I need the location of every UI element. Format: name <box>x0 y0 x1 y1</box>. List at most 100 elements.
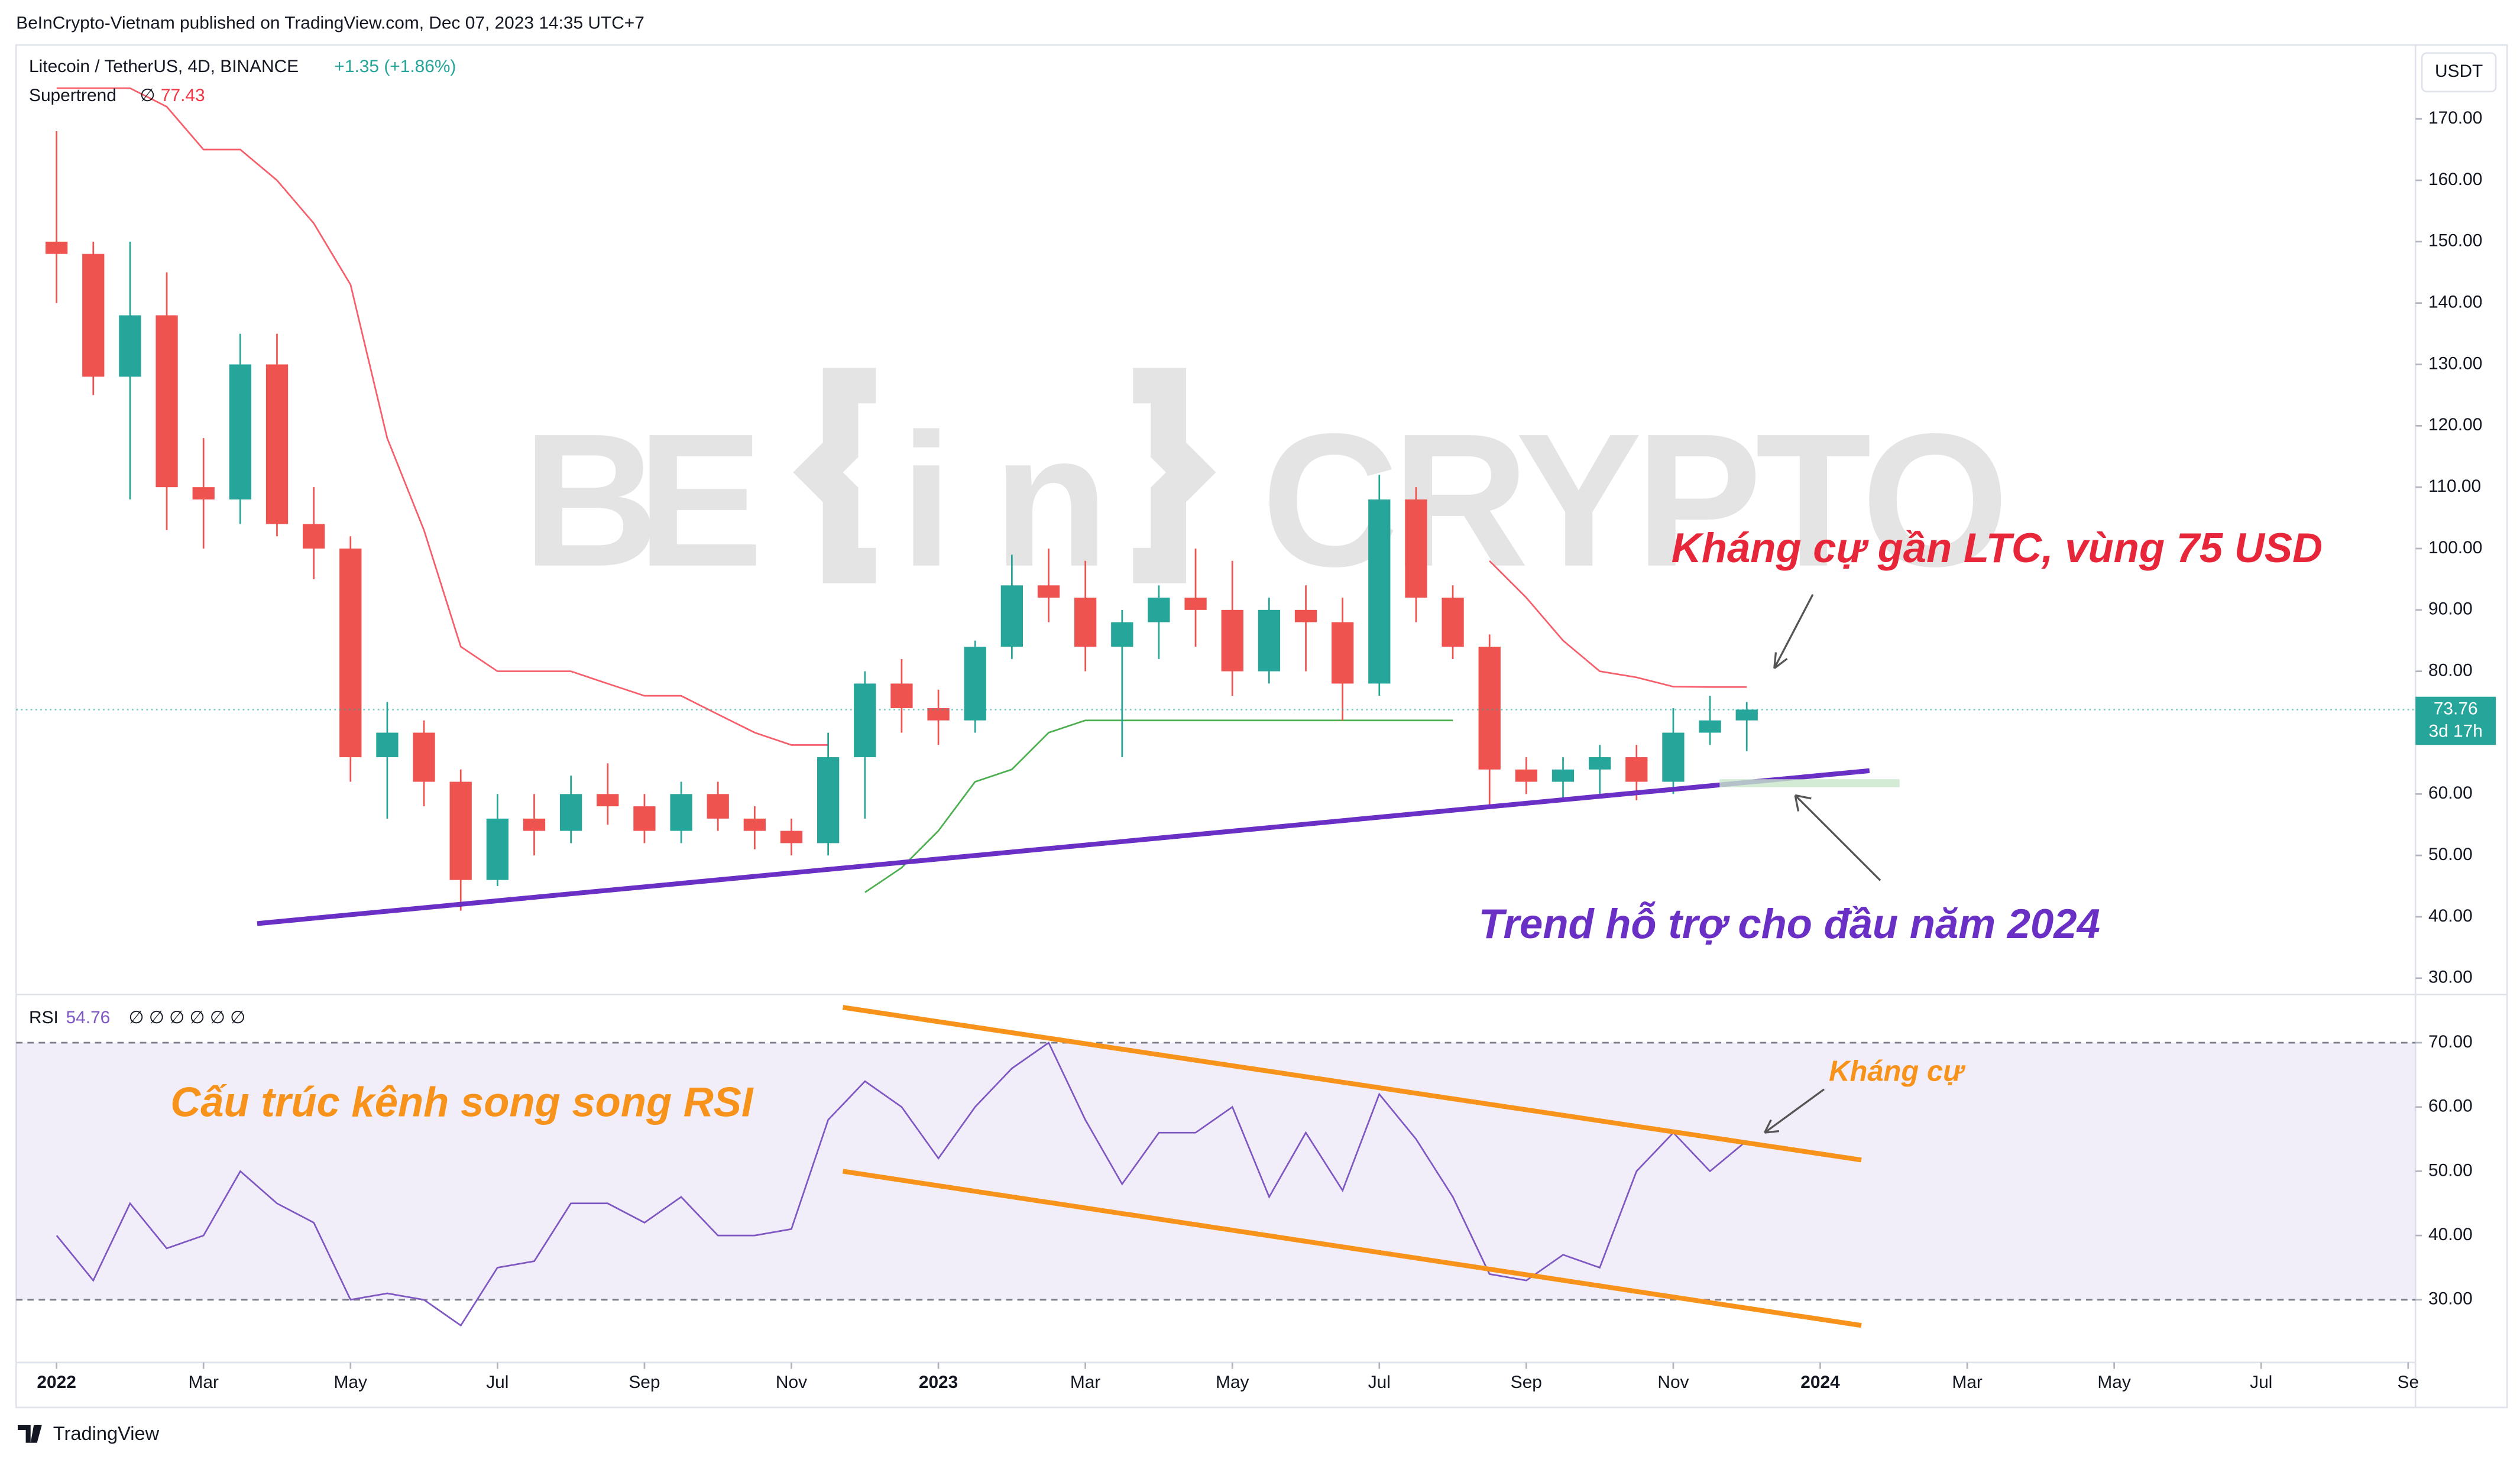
candle-body <box>670 794 692 831</box>
rsi-value: 54.76 <box>66 1008 111 1027</box>
y-tick-label: 50.00 <box>2428 1160 2473 1180</box>
candle-body <box>1735 709 1758 721</box>
y-tick-label: 60.00 <box>2428 1097 2473 1116</box>
candle-body <box>119 315 141 377</box>
plot-area: 30.00 40.00 50.00 60.00 70.00 80.00 90.00 100.0… <box>16 87 2496 1392</box>
candle-body <box>817 757 840 844</box>
x-tick-label: Mar <box>188 1373 219 1392</box>
y-tick-label: 90.00 <box>2428 599 2473 619</box>
support-zone <box>1719 779 1900 787</box>
x-tick-label: Mar <box>1952 1373 1983 1392</box>
x-tick-label: Sep <box>629 1373 660 1392</box>
annotation: Cấu trúc kênh song song RSI <box>170 1079 754 1125</box>
arrow <box>1763 1088 1825 1134</box>
support-trendline <box>257 768 1870 926</box>
currency-label[interactable]: USDT <box>2435 61 2483 81</box>
candle-body <box>1699 720 1721 733</box>
indicator-symbol: ∅ <box>140 86 156 105</box>
candle-body <box>743 818 766 831</box>
rsi-channel-lower <box>842 1169 1862 1328</box>
symbol-title: Litecoin / TetherUS, 4D, BINANCE <box>29 57 299 76</box>
candle-body <box>707 794 729 819</box>
y-tick-label: 110.00 <box>2428 476 2481 496</box>
y-tick-label: 120.00 <box>2428 415 2482 434</box>
candle-body <box>1625 757 1648 782</box>
arrow <box>1794 794 1881 881</box>
candle-body <box>1111 622 1133 647</box>
watermark-left: BE <box>522 394 763 606</box>
y-tick-label: 50.00 <box>2428 845 2473 864</box>
x-tick-label: 2022 <box>37 1373 76 1392</box>
price-change: +1.35 (+1.86%) <box>334 57 456 76</box>
y-tick-label: 30.00 <box>2428 1289 2473 1309</box>
x-tick-label: Se <box>2398 1373 2419 1392</box>
candle-body <box>1294 609 1317 622</box>
candle-body <box>1148 598 1170 622</box>
y-tick-label: 130.00 <box>2428 353 2482 373</box>
y-tick-label: 80.00 <box>2428 661 2473 680</box>
annotation: Kháng cự <box>1829 1056 1966 1088</box>
candle-body <box>1332 622 1354 684</box>
watermark: BE in CRYPTO <box>522 368 2009 606</box>
arrow <box>1773 593 1814 669</box>
countdown-label: 3d 17h <box>2428 721 2482 741</box>
x-tick-label: 2024 <box>1800 1373 1840 1392</box>
candle-body <box>1037 585 1060 598</box>
last-price-label: 73.76 <box>2434 699 2478 718</box>
y-tick-label: 40.00 <box>2428 1225 2473 1244</box>
x-tick-label: May <box>2097 1373 2131 1392</box>
candle-body <box>486 818 508 880</box>
y-tick-label: 60.00 <box>2428 783 2473 803</box>
candle-body <box>633 806 656 831</box>
candle-body <box>1442 598 1464 647</box>
candle-body <box>1405 499 1427 598</box>
x-tick-label: Nov <box>776 1373 807 1392</box>
x-tick-label: 2023 <box>919 1373 958 1392</box>
x-tick-label: Jul <box>2250 1373 2272 1392</box>
y-tick-label: 160.00 <box>2428 170 2482 189</box>
frame <box>15 44 2508 1409</box>
candle-body <box>1074 598 1097 647</box>
footer-brand: TradingView <box>53 1422 160 1444</box>
footer-logo <box>17 1425 42 1443</box>
y-tick-label: 40.00 <box>2428 906 2473 926</box>
annotation: Kháng cự gần LTC, vùng 75 USD <box>1672 524 2323 571</box>
candle-body <box>156 315 178 488</box>
indicator-name: Supertrend <box>29 86 116 105</box>
x-tick-label: Mar <box>1070 1373 1101 1392</box>
candle-body <box>1662 732 1685 782</box>
supertrend-down <box>56 87 1747 746</box>
x-tick-label: Jul <box>1368 1373 1391 1392</box>
candle-body <box>1184 598 1207 610</box>
rsi-name: RSI <box>29 1008 59 1027</box>
x-tick-label: Jul <box>486 1373 508 1392</box>
y-tick-label: 150.00 <box>2428 231 2482 251</box>
rsi-channel-upper <box>842 1005 1862 1163</box>
x-tick-label: May <box>334 1373 368 1392</box>
rsi-symbols: ∅ ∅ ∅ ∅ ∅ ∅ <box>129 1008 246 1027</box>
candle-body <box>229 364 251 499</box>
candle-body <box>45 241 68 254</box>
y-tick-label: 140.00 <box>2428 293 2482 312</box>
watermark-middle: in <box>900 394 1109 606</box>
candle-body <box>265 364 289 524</box>
candle-body <box>339 548 362 758</box>
candle-body <box>449 781 472 880</box>
candle-body <box>413 732 435 782</box>
annotation: Trend hỗ trợ cho đầu năm 2024 <box>1479 900 2100 947</box>
candle-body <box>1000 585 1023 647</box>
candle-body <box>1368 499 1391 684</box>
watermark-bracket <box>1133 368 1216 583</box>
candle-body <box>597 794 619 807</box>
candle-body <box>1221 609 1243 672</box>
watermark-bracket <box>793 368 876 583</box>
candle-body <box>559 794 582 831</box>
candle-body <box>82 254 105 377</box>
footer: TradingView <box>17 1422 160 1444</box>
candle-body <box>192 487 215 499</box>
candle-body <box>1258 609 1281 672</box>
currency-button[interactable] <box>2421 52 2497 93</box>
